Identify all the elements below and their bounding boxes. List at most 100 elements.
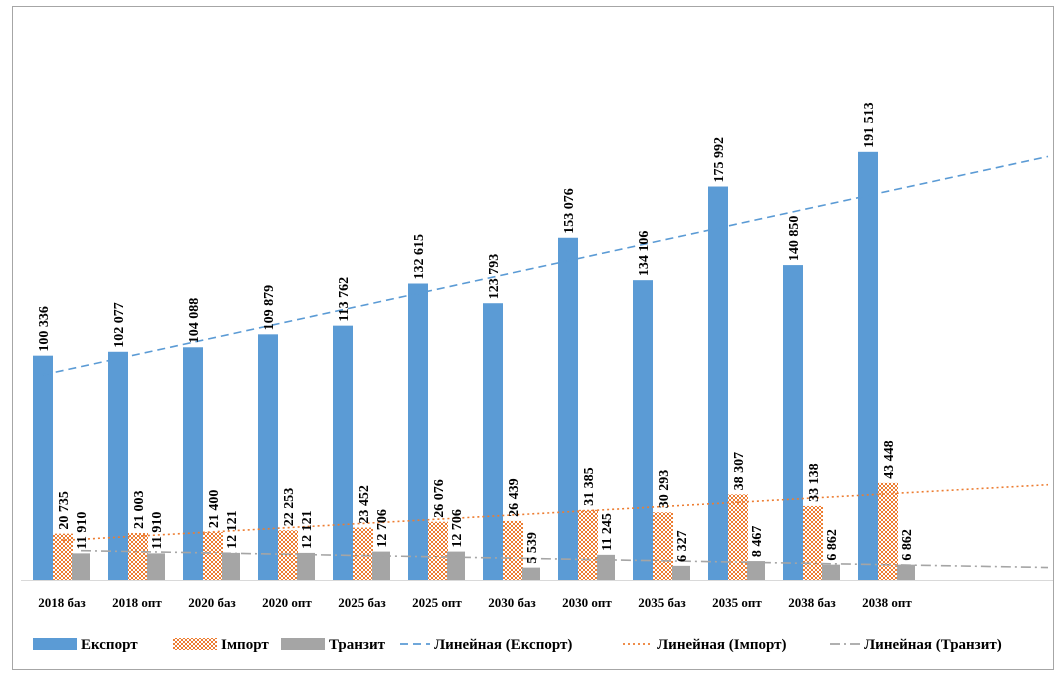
category-label-7: 2030 опт	[562, 595, 612, 610]
data-label-1-5: 26 076	[432, 479, 447, 518]
legend-label-4: Линейная (Імпорт)	[657, 637, 786, 653]
legend-swatch-1	[173, 638, 217, 650]
bar-1-11	[878, 482, 898, 580]
data-label-2-1: 11 910	[150, 512, 165, 550]
bar-1-3	[278, 530, 298, 580]
bars-layer	[33, 151, 915, 580]
category-label-9: 2035 опт	[712, 595, 762, 610]
data-label-0-7: 153 076	[562, 188, 577, 234]
bar-chart: 100 336 102 077 104 088 109 879 113 762 132 6…	[21, 102, 1053, 653]
data-label-1-4: 23 452	[357, 485, 372, 524]
data-label-0-1: 102 077	[112, 302, 127, 348]
bar-0-3	[258, 334, 278, 580]
bar-1-5	[428, 521, 448, 580]
bar-1-8	[653, 512, 673, 580]
category-label-11: 2038 опт	[862, 595, 912, 610]
data-label-1-0: 20 735	[57, 491, 72, 530]
data-label-0-10: 140 850	[787, 216, 802, 262]
data-label-2-7: 11 245	[600, 513, 615, 551]
bar-2-11	[897, 564, 915, 580]
data-label-1-10: 33 138	[807, 463, 822, 502]
bar-2-10	[822, 564, 840, 580]
data-label-0-6: 123 793	[487, 254, 502, 300]
bar-2-5	[447, 551, 465, 580]
bar-2-6	[522, 567, 540, 580]
bar-1-4	[353, 527, 373, 580]
data-label-2-4: 12 706	[375, 509, 390, 548]
bar-2-2	[222, 552, 240, 580]
data-label-2-2: 12 121	[225, 510, 240, 549]
bar-1-1	[128, 533, 148, 580]
category-label-2: 2020 баз	[188, 595, 235, 610]
data-label-1-3: 22 253	[282, 488, 297, 527]
bar-1-7	[578, 509, 598, 580]
trendlines-layer	[42, 155, 1049, 569]
data-label-2-11: 6 862	[900, 529, 915, 561]
data-label-2-0: 11 910	[75, 512, 90, 550]
data-label-1-6: 26 439	[507, 478, 522, 517]
data-label-2-3: 12 121	[300, 510, 315, 549]
data-label-2-6: 5 539	[525, 532, 540, 564]
data-label-2-9: 8 467	[750, 526, 765, 558]
bar-0-8	[633, 280, 653, 580]
category-label-8: 2035 баз	[638, 595, 685, 610]
bar-0-4	[333, 325, 353, 580]
data-label-0-0: 100 336	[37, 306, 52, 352]
bar-0-2	[183, 347, 203, 580]
bar-2-3	[297, 552, 315, 580]
legend-label-5: Линейная (Транзит)	[864, 637, 1002, 653]
bar-0-1	[108, 351, 128, 580]
data-label-1-7: 31 385	[582, 467, 597, 506]
bar-2-0	[72, 553, 90, 580]
data-label-1-9: 38 307	[732, 452, 747, 491]
category-label-10: 2038 баз	[788, 595, 835, 610]
legend-label-0: Експорт	[81, 637, 138, 653]
bar-2-7	[597, 554, 615, 580]
bar-0-5	[408, 283, 428, 580]
category-label-6: 2030 баз	[488, 595, 535, 610]
bar-0-0	[33, 355, 53, 580]
legend-label-2: Транзит	[329, 637, 386, 653]
category-label-1: 2018 опт	[112, 595, 162, 610]
data-label-0-2: 104 088	[187, 298, 202, 344]
legend-swatch-0	[33, 638, 77, 650]
category-label-4: 2025 баз	[338, 595, 385, 610]
data-label-0-11: 191 513	[862, 102, 877, 148]
trendline-2	[80, 549, 1049, 569]
data-label-0-9: 175 992	[712, 137, 727, 183]
data-label-1-1: 21 003	[132, 491, 147, 530]
bar-1-2	[203, 532, 223, 580]
bar-0-7	[558, 237, 578, 580]
category-label-0: 2018 баз	[38, 595, 85, 610]
legend: Експорт Імпорт Транзит Линейная (Експорт) Ли…	[33, 637, 1002, 653]
category-label-5: 2025 опт	[412, 595, 462, 610]
bar-0-9	[708, 186, 728, 580]
data-labels-layer: 100 336 102 077 104 088 109 879 113 762 132 6…	[37, 102, 915, 563]
bar-2-4	[372, 551, 390, 580]
data-label-0-5: 132 615	[412, 234, 427, 280]
bar-1-6	[503, 520, 523, 580]
data-label-1-2: 21 400	[207, 490, 222, 529]
data-label-2-5: 12 706	[450, 509, 465, 548]
bar-1-9	[728, 494, 748, 580]
legend-swatch-2	[281, 638, 325, 650]
data-label-0-3: 109 879	[262, 285, 277, 331]
data-label-2-10: 6 862	[825, 529, 840, 561]
bar-1-10	[803, 505, 823, 580]
legend-label-1: Імпорт	[221, 637, 269, 653]
bar-1-0	[53, 533, 73, 580]
bar-0-10	[783, 265, 803, 580]
legend-label-3: Линейная (Експорт)	[434, 637, 572, 653]
data-label-1-8: 30 293	[657, 470, 672, 509]
chart-frame: 100 336 102 077 104 088 109 879 113 762 132 6…	[12, 6, 1054, 670]
bar-0-11	[858, 151, 878, 580]
data-label-0-4: 113 762	[337, 277, 352, 322]
data-label-0-8: 134 106	[637, 231, 652, 277]
data-label-2-8: 6 327	[675, 530, 690, 562]
trendline-0	[42, 155, 1049, 376]
data-label-1-11: 43 448	[882, 440, 897, 479]
bar-2-1	[147, 553, 165, 580]
bar-0-6	[483, 303, 503, 580]
bar-2-9	[747, 561, 765, 580]
bar-2-8	[672, 565, 690, 580]
